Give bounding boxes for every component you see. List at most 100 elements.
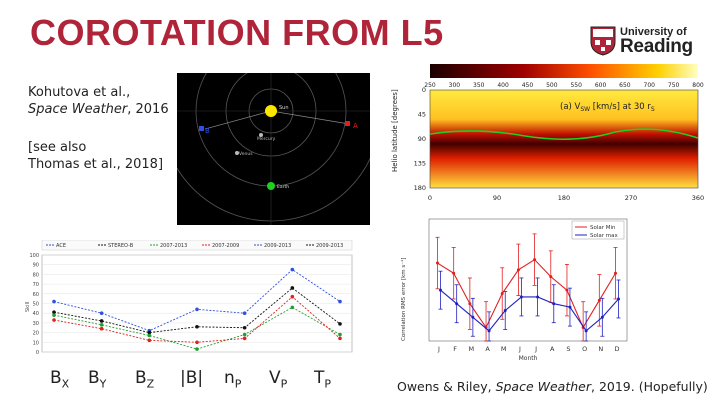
mercury-label: Mercury — [257, 136, 276, 142]
reference-journal: Space Weather — [28, 102, 128, 117]
skill-data-point — [290, 305, 295, 310]
rms-data-point — [439, 288, 442, 292]
rms-x-tick-label: J — [437, 345, 440, 353]
rms-data-point — [568, 305, 572, 309]
heatmap-y-tick-label: 180 — [414, 184, 426, 192]
skill-category-base: n — [224, 368, 235, 388]
heatmap-x-tick-label: 0 — [428, 194, 432, 202]
skill-data-point — [147, 330, 152, 335]
rms-legend-label: Solar max — [590, 233, 618, 239]
skill-y-tick-label: 80 — [33, 272, 39, 278]
rms-data-point — [503, 309, 507, 312]
rms-data-point — [584, 329, 588, 333]
orbit-ring — [160, 0, 382, 222]
annotation-sub2: S — [651, 106, 655, 113]
skill-ylabel: Skill — [25, 302, 31, 312]
rms-series-line — [440, 289, 619, 332]
rms-ylabel: Correlation RMS error [km s⁻¹] — [400, 257, 407, 341]
crest-icon — [590, 26, 616, 56]
skill-category-label: BX — [50, 368, 69, 390]
skill-data-point — [147, 333, 152, 338]
colorbar-tick-label: 550 — [570, 82, 582, 89]
skill-category-sub: Z — [146, 377, 155, 391]
skill-data-point — [195, 340, 199, 345]
skill-data-point — [52, 299, 56, 304]
skill-category-base: B — [50, 368, 62, 388]
orbit-diagram: Sun Mercury Venus Earth B A — [160, 0, 382, 225]
heatmap-x-tick-label: 90 — [493, 194, 501, 202]
heatmap-y-tick-label: 90 — [418, 135, 426, 143]
mercury-marker — [259, 133, 263, 137]
heatmap-y-tick-label: 135 — [414, 160, 426, 168]
rms-data-point — [452, 271, 456, 275]
caption-journal: Space Weather — [495, 379, 591, 394]
rms-data-point — [471, 315, 475, 319]
rms-x-tick-label: N — [598, 345, 603, 353]
colorbar-tick-label: 700 — [644, 82, 656, 89]
skill-y-tick-label: 60 — [33, 292, 39, 298]
rms-x-tick-label: A — [550, 345, 555, 353]
skill-legend-label: ACE — [56, 243, 66, 249]
earth-marker — [267, 182, 275, 190]
rms-data-point — [468, 302, 472, 306]
skill-data-point — [147, 338, 152, 343]
sun-label: Sun — [279, 105, 289, 111]
skill-data-point — [52, 318, 56, 322]
university-logo: University of Reading — [590, 24, 700, 60]
heatmap-x-tick-label: 270 — [625, 194, 637, 202]
skill-category-label: BZ — [135, 368, 154, 390]
rms-data-point — [614, 271, 617, 275]
colorbar-tick-label: 650 — [619, 82, 631, 89]
skill-category-sub: P — [324, 377, 332, 391]
skill-category-label: VP — [269, 368, 287, 390]
stereo-a-marker — [345, 121, 350, 126]
rms-data-point — [500, 292, 504, 296]
skill-category-label: BY — [88, 368, 106, 390]
annotation-rest: [km/s] at 30 r — [590, 102, 651, 112]
colorbar-tick-label: 500 — [546, 82, 558, 89]
skill-data-point — [242, 311, 247, 315]
skill-data-point — [52, 313, 56, 317]
earth-label: Earth — [277, 184, 289, 190]
rms-chart: Correlation RMS error [km s⁻¹] J F M A M J J A S O… — [395, 213, 710, 365]
rms-data-point — [487, 329, 491, 333]
skill-data-point — [338, 299, 342, 304]
heatmap-y-tick-label: 45 — [418, 111, 426, 119]
skill-category-label: |B| — [180, 368, 203, 388]
colorbar-tick-label: 450 — [522, 82, 534, 89]
skill-y-tick-label: 50 — [33, 302, 39, 308]
heatmap-y-ticks: 0 45 90 135 180 — [414, 86, 426, 192]
skill-data-point — [338, 332, 342, 337]
rms-data-point — [600, 315, 604, 319]
rms-data-point — [455, 302, 459, 306]
skill-y-tick-label: 40 — [33, 311, 39, 317]
skill-data-point — [338, 336, 342, 341]
rms-data-point — [533, 258, 537, 262]
rms-data-point — [549, 275, 553, 279]
skill-data-point — [290, 267, 295, 272]
skill-category-label: nP — [224, 368, 241, 390]
skill-data-point — [195, 307, 199, 312]
rms-data-point — [519, 295, 523, 299]
logo-line-1: University of — [620, 26, 687, 38]
skill-chart: 100 90 80 70 60 50 40 30 20 10 0 Skill ACE STEREO-B 20… — [22, 239, 357, 362]
skill-data-point — [290, 286, 295, 290]
heatmap-svg: 250 300 350 400 450 500 550 600 650 700 750 800 (a)… — [391, 64, 704, 202]
skill-y-tick-label: 0 — [36, 350, 39, 356]
skill-category-base: V — [269, 368, 281, 388]
heatmap-x-tick-label: 360 — [692, 194, 704, 202]
skill-y-tick-label: 20 — [33, 331, 39, 337]
skill-data-point — [338, 322, 342, 326]
heatmap-x-tick-label: 180 — [558, 194, 570, 202]
skill-y-tick-label: 30 — [33, 321, 39, 327]
skill-y-tick-label: 10 — [33, 340, 39, 346]
colorbar-tick-label: 600 — [595, 82, 607, 89]
skill-legend-label: 2007-2009 — [212, 243, 239, 249]
heatmap-y-tick-label: 0 — [422, 86, 426, 94]
logo-line-2: Reading — [620, 36, 693, 57]
skill-category-label: TP — [314, 368, 331, 390]
skill-data-point — [195, 324, 199, 329]
venus-label: Venus — [239, 151, 253, 157]
colorbar-ticks: 250 300 350 400 450 500 550 600 650 700 750 800 — [424, 82, 704, 89]
